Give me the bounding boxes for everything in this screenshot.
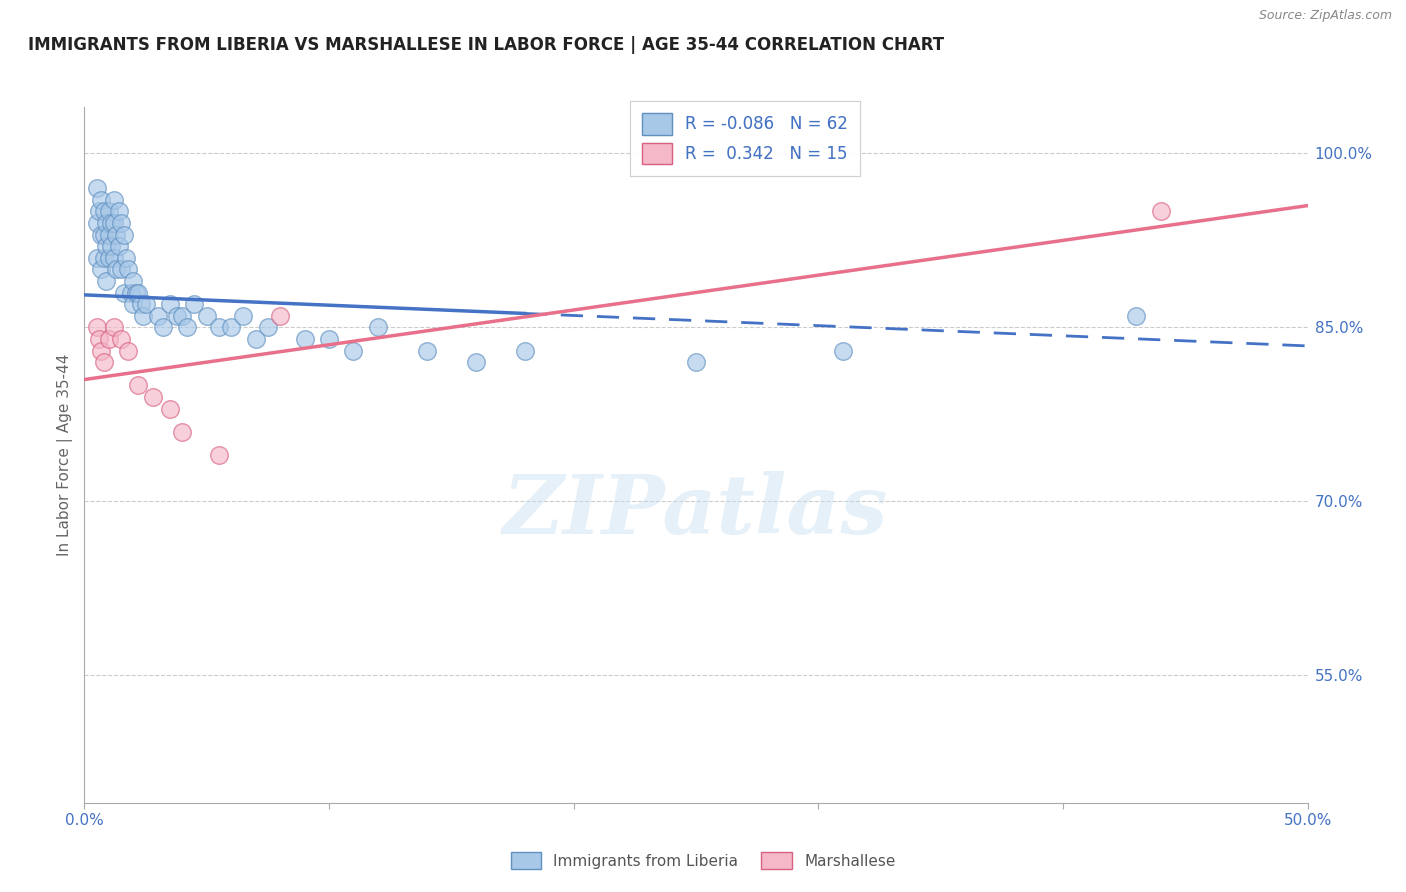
Point — [159, 401, 181, 416]
Point — [90, 227, 112, 242]
Point — [86, 181, 108, 195]
Point — [127, 378, 149, 392]
Point — [1125, 309, 1147, 323]
Point — [97, 204, 120, 219]
Point — [110, 216, 132, 230]
Point — [183, 297, 205, 311]
Point — [100, 239, 122, 253]
Point — [342, 343, 364, 358]
Point — [97, 227, 120, 242]
Point — [110, 332, 132, 346]
Legend: Immigrants from Liberia, Marshallese: Immigrants from Liberia, Marshallese — [505, 846, 901, 875]
Point — [93, 355, 115, 369]
Point — [127, 285, 149, 300]
Point — [416, 343, 439, 358]
Point — [135, 297, 157, 311]
Point — [86, 251, 108, 265]
Point — [172, 425, 194, 439]
Point — [96, 274, 118, 288]
Point — [87, 204, 110, 219]
Point — [1150, 204, 1173, 219]
Point — [97, 251, 120, 265]
Text: Source: ZipAtlas.com: Source: ZipAtlas.com — [1258, 9, 1392, 22]
Point — [120, 285, 142, 300]
Point — [93, 204, 115, 219]
Point — [103, 193, 125, 207]
Point — [103, 251, 125, 265]
Point — [112, 285, 135, 300]
Point — [122, 274, 145, 288]
Point — [245, 332, 267, 346]
Point — [152, 320, 174, 334]
Text: IMMIGRANTS FROM LIBERIA VS MARSHALLESE IN LABOR FORCE | AGE 35-44 CORRELATION CH: IMMIGRANTS FROM LIBERIA VS MARSHALLESE I… — [28, 36, 945, 54]
Point — [96, 239, 118, 253]
Point — [87, 332, 110, 346]
Point — [159, 297, 181, 311]
Point — [122, 297, 145, 311]
Point — [117, 343, 139, 358]
Point — [831, 343, 853, 358]
Legend: R = -0.086   N = 62, R =  0.342   N = 15: R = -0.086 N = 62, R = 0.342 N = 15 — [630, 102, 859, 176]
Point — [107, 204, 129, 219]
Point — [86, 320, 108, 334]
Point — [93, 251, 115, 265]
Point — [90, 262, 112, 277]
Point — [117, 262, 139, 277]
Point — [318, 332, 340, 346]
Point — [86, 216, 108, 230]
Point — [107, 239, 129, 253]
Point — [112, 227, 135, 242]
Point — [105, 262, 128, 277]
Point — [195, 309, 218, 323]
Point — [294, 332, 316, 346]
Point — [93, 227, 115, 242]
Point — [97, 332, 120, 346]
Point — [464, 355, 486, 369]
Point — [257, 320, 280, 334]
Point — [142, 390, 165, 404]
Point — [166, 309, 188, 323]
Point — [132, 309, 155, 323]
Point — [172, 309, 194, 323]
Y-axis label: In Labor Force | Age 35-44: In Labor Force | Age 35-44 — [58, 354, 73, 556]
Point — [269, 309, 291, 323]
Point — [103, 320, 125, 334]
Point — [513, 343, 536, 358]
Point — [90, 193, 112, 207]
Point — [208, 320, 231, 334]
Point — [100, 216, 122, 230]
Point — [110, 262, 132, 277]
Point — [90, 343, 112, 358]
Point — [146, 309, 169, 323]
Point — [232, 309, 254, 323]
Point — [176, 320, 198, 334]
Point — [115, 251, 138, 265]
Point — [96, 216, 118, 230]
Point — [208, 448, 231, 462]
Point — [103, 216, 125, 230]
Point — [367, 320, 389, 334]
Point — [129, 297, 152, 311]
Point — [125, 285, 148, 300]
Text: ZIPatlas: ZIPatlas — [503, 471, 889, 550]
Point — [685, 355, 707, 369]
Point — [219, 320, 242, 334]
Point — [105, 227, 128, 242]
